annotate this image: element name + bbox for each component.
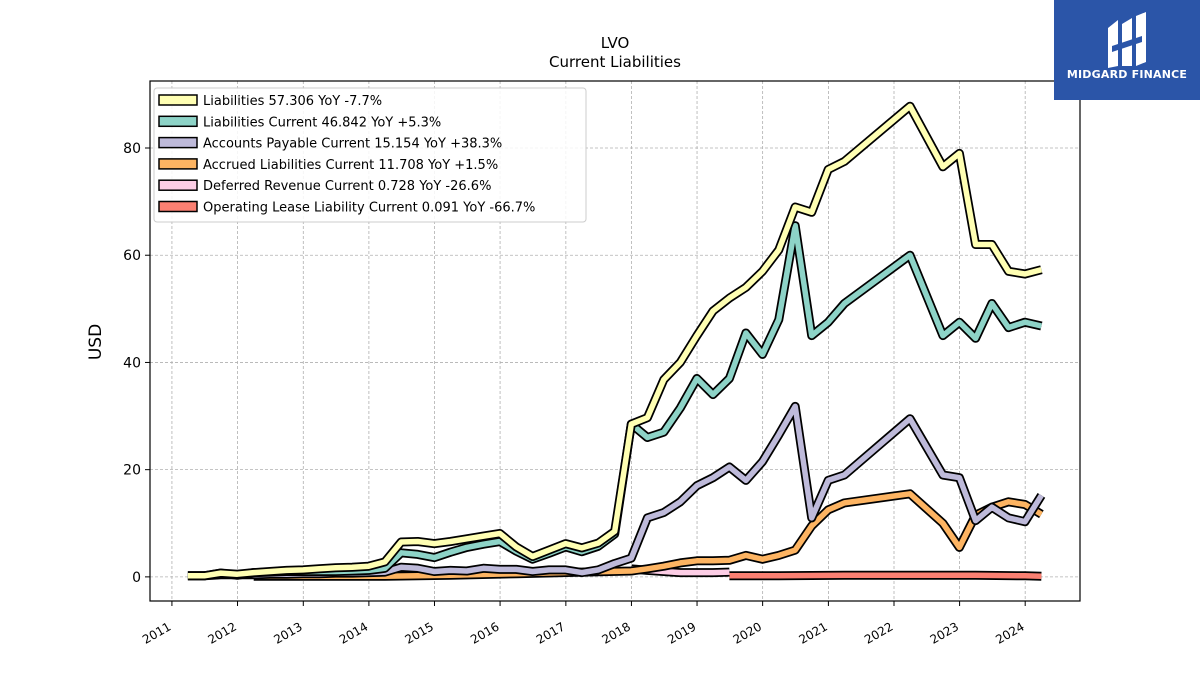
x-tick-label: 2024 — [993, 619, 1026, 646]
x-tick-label: 2021 — [796, 619, 829, 646]
x-ticks: 2011 2012 2013 2014 2015 2016 2017 2018 2019 2020… — [140, 601, 1027, 647]
x-tick-label: 2014 — [337, 619, 370, 646]
legend-swatch — [158, 115, 198, 128]
x-tick-label: 2022 — [862, 619, 895, 646]
legend-entry: Accrued Liabilities Current 11.708 YoY +… — [203, 158, 498, 173]
brand-mark-icon — [1108, 12, 1146, 68]
x-tick-label: 2013 — [271, 619, 304, 646]
x-tick-label: 2012 — [206, 619, 239, 646]
x-tick-label: 2017 — [534, 619, 567, 646]
legend-swatch — [158, 94, 198, 106]
series-line — [729, 572, 1042, 580]
series-3 — [253, 489, 1044, 581]
series-group — [187, 101, 1046, 581]
legend-swatch — [158, 200, 198, 213]
x-tick-label: 2015 — [403, 619, 436, 646]
y-axis-label: USD — [86, 324, 106, 360]
x-tick-label: 2023 — [928, 619, 961, 646]
plot-frame — [149, 80, 1081, 602]
legend-entry: Accounts Payable Current 15.154 YoY +38.… — [203, 137, 502, 152]
legend-entry: Liabilities Current 46.842 YoY +5.3% — [203, 115, 441, 130]
series-line — [253, 491, 1043, 580]
brand-name: MIDGARD FINANCE — [1066, 68, 1188, 81]
y-tick-label: 40 — [123, 355, 141, 371]
y-tick-label: 20 — [123, 463, 141, 479]
x-tick-label: 2019 — [665, 619, 698, 646]
y-ticks: 0 20 40 60 80 — [123, 141, 150, 586]
legend-swatch — [158, 179, 198, 191]
y-tick-label: 0 — [132, 570, 141, 586]
x-tick-label: 2016 — [468, 619, 501, 646]
x-tick-label: 2011 — [140, 619, 173, 646]
x-tick-label: 2018 — [599, 619, 632, 646]
x-tick-label: 2020 — [731, 619, 764, 646]
legend-entry: Deferred Revenue Current 0.728 YoY -26.6… — [203, 179, 491, 194]
series-5 — [729, 570, 1042, 581]
legend-swatch — [158, 158, 198, 170]
series-0 — [187, 101, 1043, 581]
y-tick-label: 80 — [123, 141, 141, 157]
series-line — [187, 103, 1043, 579]
legend-box — [153, 87, 587, 223]
brand-logo: MIDGARD FINANCE — [1054, 0, 1200, 100]
chart-subtitle: Current Liabilities — [549, 53, 681, 71]
chart-title: LVO — [601, 34, 630, 52]
legend: Liabilities 57.306 YoY -7.7% Liabilities … — [153, 87, 587, 223]
y-tick-label: 60 — [123, 248, 141, 264]
legend-swatch — [158, 136, 198, 149]
legend-entry: Operating Lease Liability Current 0.091 … — [203, 201, 535, 216]
legend-entry: Liabilities 57.306 YoY -7.7% — [203, 94, 382, 109]
